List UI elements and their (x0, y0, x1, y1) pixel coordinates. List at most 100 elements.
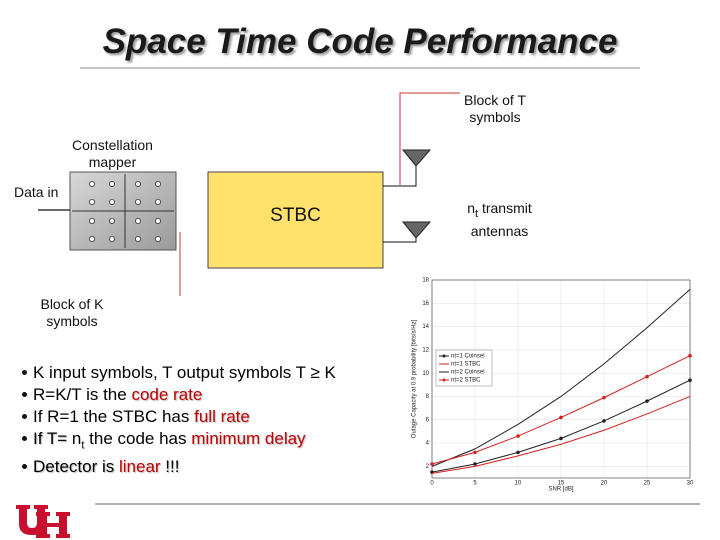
series-line (431, 396, 691, 474)
callout-line (399, 92, 460, 185)
constellation-point (109, 235, 116, 242)
y-tick-label: 12 (422, 347, 429, 353)
antennas-label: nt transmit antennas (452, 200, 547, 240)
bullet-list: K input symbols, T output symbols T ≥ K R… (22, 362, 336, 478)
bullet-text: t (81, 439, 85, 452)
legend-label: nt=1 Coinsel (451, 354, 485, 360)
antennas-n: n (467, 200, 476, 216)
constellation-point (89, 235, 96, 242)
antenna (401, 221, 432, 239)
legend-label: nt=1 STBC (451, 362, 481, 368)
antenna (401, 149, 432, 167)
slide-title: Space Time Code Performance (102, 22, 618, 61)
bullet-dot (22, 391, 27, 397)
constellation-point (109, 217, 116, 224)
point (645, 399, 649, 403)
point (516, 434, 520, 438)
point (473, 450, 477, 455)
block-t-label: Block of T symbols (464, 92, 526, 125)
bullet-dot (22, 463, 27, 469)
antenna-feed (383, 237, 417, 243)
y-tick-label: 2 (426, 464, 430, 470)
constellation-point (134, 235, 141, 242)
bullet: Detector is linear !!! (22, 456, 336, 478)
legend-label: nt=2 Coinsel (451, 370, 485, 376)
stbc-label: STBC (270, 205, 321, 226)
series-line (431, 288, 691, 467)
data-in-label: Data in (14, 184, 59, 200)
constellation-point (134, 180, 141, 187)
constellation-point (109, 180, 116, 187)
bullet-dot (22, 413, 27, 419)
bullet-text: n (71, 429, 82, 448)
legend-marker (442, 378, 446, 382)
point (602, 419, 606, 423)
block-k-label: Block of K symbols (40, 296, 104, 329)
constellation-point (154, 235, 161, 242)
bullet-text: !!! (160, 457, 180, 477)
logo-h (36, 512, 70, 538)
constellation-point (89, 180, 96, 187)
stbc-box (207, 171, 384, 269)
bullet-text: full rate (194, 407, 250, 426)
bullet-text: linear (118, 457, 161, 477)
bullet-dot (22, 369, 27, 375)
point (473, 462, 477, 466)
y-tick-label: 14 (422, 324, 429, 330)
y-tick-label: 4 (426, 441, 430, 447)
bullet: If R=1 the STBC has full rate (22, 406, 336, 428)
bullet-text: K input symbols, T output symbols T ≥ K (33, 363, 336, 382)
bullet-text: minimum delay (191, 429, 306, 448)
bullet-text: Detector is (33, 457, 119, 477)
x-tick-label: 30 (687, 481, 694, 487)
y-tick-label: 18 (422, 278, 429, 284)
bullet: K input symbols, T output symbols T ≥ K (22, 362, 336, 384)
y-tick-label: 16 (422, 301, 429, 307)
constellation-point (154, 180, 161, 187)
y-axis-label: Outage Capacity at 0.9 probability [bits… (412, 319, 418, 438)
point (602, 395, 606, 400)
constellation-point (89, 198, 96, 205)
point (688, 378, 692, 382)
legend-label: nt=2 STBC (451, 378, 481, 384)
x-tick-label: 15 (558, 481, 565, 487)
bullet: If T= nt the code has minimum delay (22, 428, 336, 456)
antenna-feed (383, 165, 417, 187)
point (688, 353, 692, 358)
point (645, 374, 649, 379)
legend-marker (442, 354, 446, 358)
point (516, 450, 520, 455)
bullet-text: If R=1 the STBC has (33, 407, 195, 426)
bullet: R=K/T is the code rate (22, 384, 336, 406)
antennas-sub: t (475, 207, 479, 220)
constellation-point (109, 198, 116, 205)
bullet-text: the code has (84, 429, 192, 448)
x-tick-label: 0 (430, 481, 434, 487)
x-tick-label: 25 (644, 481, 651, 487)
constellation-point (89, 217, 96, 224)
y-tick-label: 10 (422, 371, 429, 377)
constellation-point (154, 198, 161, 205)
y-tick-label: 8 (426, 394, 430, 400)
mapper-label: Constellation mapper (72, 137, 153, 170)
x-axis-label: SNR [dB] (548, 487, 573, 493)
constellation-point (154, 217, 161, 224)
constellation-point (134, 198, 141, 205)
constellation-point (134, 217, 141, 224)
y-tick-label: 6 (426, 417, 430, 423)
bullet-text: If T= (33, 429, 72, 448)
point (559, 415, 563, 420)
bullet-text: code rate (131, 385, 203, 404)
x-tick-label: 5 (473, 481, 477, 487)
antennas-text: transmit antennas (470, 200, 532, 239)
logo (16, 505, 70, 538)
point (559, 436, 563, 441)
chart: 2 4 6 8 10 12 14 16 18 0 5 10 15 20 25 30 SNR [dB] Outage… (400, 272, 698, 493)
bullet-dot (22, 435, 27, 441)
x-tick-label: 20 (601, 481, 608, 487)
bullet-text: R=K/T is the (33, 385, 132, 404)
x-tick-label: 10 (515, 481, 522, 487)
constellation-points (89, 180, 161, 242)
